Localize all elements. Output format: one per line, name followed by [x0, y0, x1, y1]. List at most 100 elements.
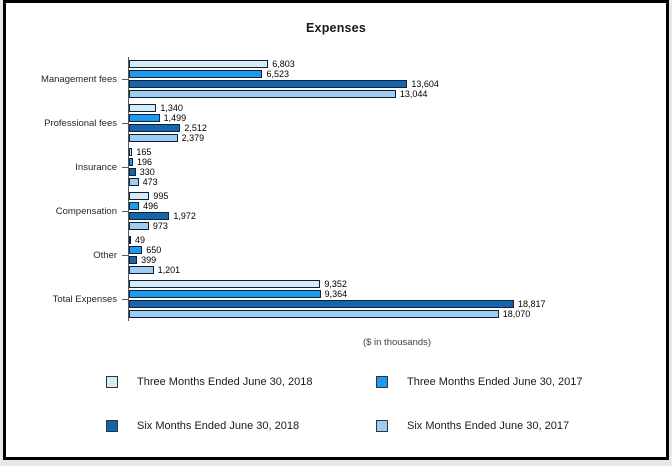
- bar-row: 6,803: [129, 59, 656, 68]
- bar: [129, 212, 170, 220]
- chart-canvas: Expenses Management fees 6,803 6,523 13,604…: [3, 0, 669, 460]
- axis-tick: [122, 79, 128, 80]
- bar-row: 1,972: [129, 210, 656, 221]
- axis-tick: [122, 167, 128, 168]
- legend-item: Three Months Ended June 30, 2017: [376, 369, 583, 395]
- bar-chart: Management fees 6,803 6,523 13,604 13,044 Pro…: [6, 57, 656, 321]
- category-bars: 6,803 6,523 13,604 13,044: [128, 57, 656, 101]
- category-label: Professional fees: [44, 117, 117, 129]
- bar: [129, 300, 514, 308]
- bar-row: 2,512: [129, 123, 656, 132]
- bar-row: 330: [129, 166, 656, 177]
- bar: [129, 310, 499, 318]
- axis-tick: [122, 255, 128, 256]
- bar-row: 1,340: [129, 102, 656, 113]
- axis-tick: [122, 299, 128, 300]
- bar-value-label: 650: [146, 244, 162, 255]
- bar-row: 6,523: [129, 68, 656, 79]
- category-group: Management fees 6,803 6,523 13,604 13,044: [6, 57, 656, 101]
- bar: [129, 280, 321, 288]
- bar-row: 13,604: [129, 78, 656, 89]
- bar-row: 1,499: [129, 112, 656, 123]
- legend-label: Three Months Ended June 30, 2018: [137, 376, 313, 388]
- category-label: Other: [93, 249, 117, 261]
- bar-row: 650: [129, 244, 656, 255]
- bar-value-label: 1,340: [160, 102, 183, 113]
- bar-row: 9,364: [129, 289, 656, 298]
- axis-caption: ($ in thousands): [362, 337, 432, 348]
- category-bars: 165 196 330 473: [128, 145, 656, 189]
- bar-value-label: 973: [152, 220, 168, 231]
- chart-title: Expenses: [306, 21, 366, 35]
- axis-tick: [122, 211, 128, 212]
- category-label-cell: Total Expenses: [6, 277, 128, 321]
- bar-row: 995: [129, 191, 656, 200]
- category-label-cell: Compensation: [6, 189, 128, 233]
- category-label-cell: Insurance: [6, 145, 128, 189]
- legend-item: Six Months Ended June 30, 2018: [106, 413, 376, 439]
- bar-value-label: 1,972: [173, 210, 196, 221]
- category-label-cell: Management fees: [6, 57, 128, 101]
- legend-label: Six Months Ended June 30, 2018: [137, 420, 300, 432]
- bar-row: 49: [129, 234, 656, 245]
- bar-value-label: 18,817: [518, 298, 546, 309]
- category-label: Compensation: [55, 205, 117, 217]
- category-label: Total Expenses: [52, 293, 117, 305]
- bar-value-label: 49: [135, 234, 146, 245]
- category-group: Professional fees 1,340 1,499 2,512 2,379: [6, 101, 656, 145]
- bar: [129, 114, 160, 122]
- bar-row: 473: [129, 176, 656, 187]
- category-label-cell: Professional fees: [6, 101, 128, 145]
- bar: [129, 104, 157, 112]
- bar: [129, 134, 178, 142]
- bar-row: 18,070: [129, 308, 656, 319]
- bar-row: 2,379: [129, 132, 656, 143]
- bar: [129, 168, 136, 176]
- bar: [129, 178, 139, 186]
- category-group: Insurance 165 196 330 473: [6, 145, 656, 189]
- bar-row: 399: [129, 255, 656, 264]
- bar-row: 165: [129, 146, 656, 157]
- category-label-cell: Other: [6, 233, 128, 277]
- bar: [129, 256, 138, 264]
- bar-value-label: 13,044: [399, 88, 428, 99]
- bar-value-label: 9,352: [324, 278, 347, 289]
- bar: [129, 60, 269, 68]
- bar: [129, 290, 321, 298]
- bar-value-label: 1,201: [157, 264, 181, 275]
- bar: [129, 70, 263, 78]
- legend-label: Six Months Ended June 30, 2017: [407, 420, 570, 432]
- bar: [129, 80, 408, 88]
- category-group: Other 49 650 399 1,201: [6, 233, 656, 277]
- legend-item: Three Months Ended June 30, 2018: [106, 369, 376, 395]
- category-bars: 9,352 9,364 18,817 18,070: [128, 277, 656, 321]
- bar-row: 973: [129, 220, 656, 231]
- bar: [129, 158, 133, 166]
- legend-item: Six Months Ended June 30, 2017: [376, 413, 583, 439]
- bar: [129, 222, 149, 230]
- legend-swatch-icon: [376, 376, 388, 388]
- bar-value-label: 165: [136, 146, 152, 157]
- legend-swatch-icon: [376, 420, 388, 432]
- bar-value-label: 496: [143, 200, 159, 211]
- bar: [129, 124, 181, 132]
- bar-value-label: 13,604: [411, 78, 439, 89]
- category-label: Insurance: [75, 161, 117, 173]
- bar: [129, 236, 131, 244]
- bar-row: 1,201: [129, 264, 656, 275]
- bar-value-label: 18,070: [502, 308, 531, 319]
- bar: [129, 90, 396, 98]
- legend-swatch-icon: [106, 420, 118, 432]
- category-bars: 1,340 1,499 2,512 2,379: [128, 101, 656, 145]
- bar-value-label: 6,523: [266, 68, 289, 79]
- bar-value-label: 2,379: [181, 132, 205, 143]
- legend-label: Three Months Ended June 30, 2017: [407, 376, 583, 388]
- bar: [129, 148, 133, 156]
- bar-value-label: 1,499: [163, 112, 187, 123]
- category-bars: 995 496 1,972 973: [128, 189, 656, 233]
- bar-value-label: 330: [139, 166, 155, 177]
- bar-value-label: 196: [137, 156, 153, 167]
- bar-value-label: 473: [142, 176, 158, 187]
- bar-row: 9,352: [129, 278, 656, 289]
- axis-tick: [122, 123, 128, 124]
